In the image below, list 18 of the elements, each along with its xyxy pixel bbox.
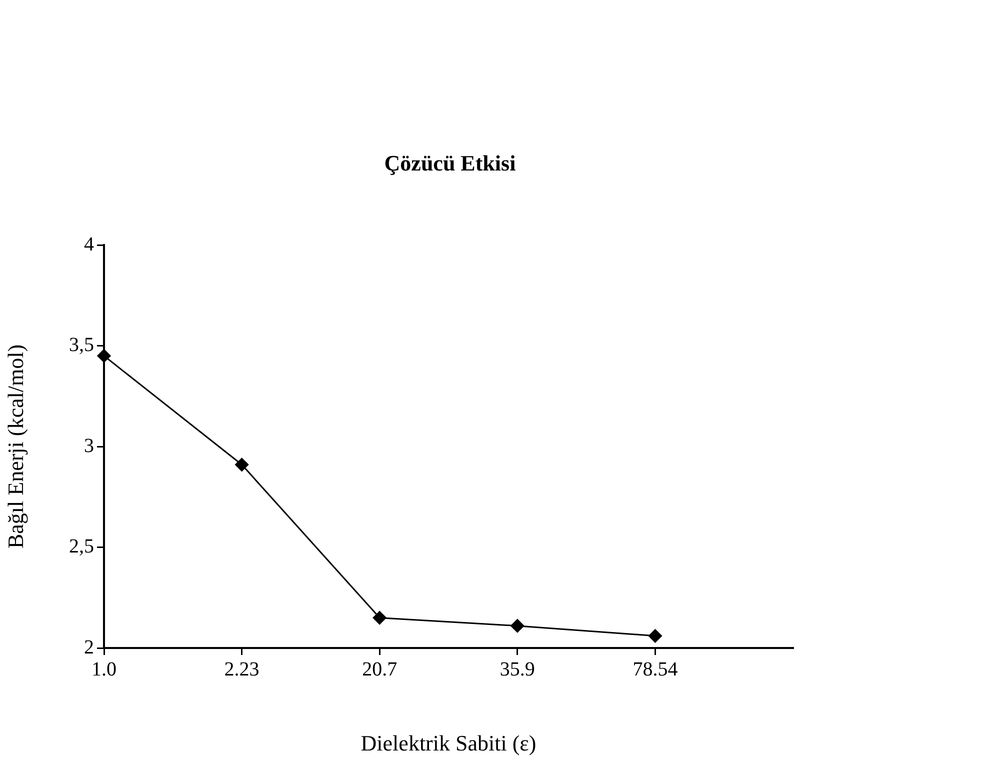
x-tick-label: 35.9 xyxy=(500,658,535,680)
chart-title: Çözücü Etkisi xyxy=(384,150,516,176)
y-tick-label: 2,5 xyxy=(69,536,94,558)
y-tick-label: 3,5 xyxy=(69,334,94,356)
x-tick-label: 2.23 xyxy=(224,658,260,680)
x-tick-label: 78.54 xyxy=(632,658,678,680)
y-axis-title: Bağıl Enerji (kcal/mol) xyxy=(2,344,28,549)
point xyxy=(510,619,524,633)
x-tick-label: 1.0 xyxy=(92,658,116,680)
y-tick-label: 4 xyxy=(84,233,94,256)
point xyxy=(97,349,111,363)
x-tick-label: 20.7 xyxy=(362,658,398,680)
point xyxy=(648,629,662,643)
y-tick-label: 2 xyxy=(84,636,94,658)
point xyxy=(235,458,249,472)
point xyxy=(372,611,386,625)
y-tick-label: 3 xyxy=(84,434,94,457)
x-axis-title: Dielektrik Sabiti (ε) xyxy=(360,730,536,756)
